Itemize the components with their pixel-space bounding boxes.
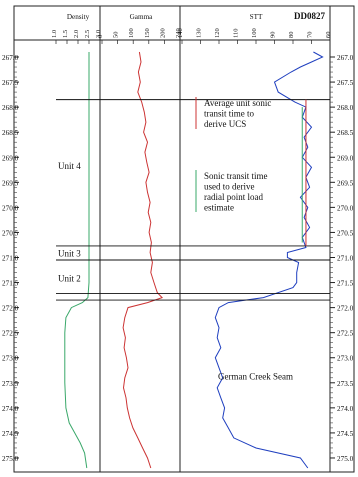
annotations: Unit 4 Unit 3 Unit 2 German Creek Seam (58, 161, 293, 382)
depth-tick-label-right: 269.5 (337, 179, 354, 187)
legend-text: Sonic transit time (204, 171, 268, 181)
depth-tick-label-right: 272.0 (337, 305, 354, 313)
track-tick-label: 110 (233, 28, 240, 38)
track-headers: Density 1.0 1.5 2.0 2.5 3.0 Gamma 0 50 100 150 200 2… (51, 13, 332, 44)
track-tick-label: 50 (113, 32, 120, 39)
depth-tick-label-right: 270.0 (337, 204, 354, 212)
track-name-stt: STT (250, 13, 263, 21)
legend-text: estimate (204, 203, 234, 213)
track-tick-label: 1.0 (51, 30, 58, 38)
depth-tick-label: 267.5 (2, 79, 19, 87)
track-tick-label: 3.0 (95, 30, 102, 38)
unit-label: Unit 2 (58, 274, 81, 284)
track-tick-label: 60 (325, 32, 332, 39)
depth-tick-label-right: 271.5 (337, 280, 354, 288)
track-tick-label: 90 (270, 32, 277, 39)
track-tick-label: 100 (251, 28, 258, 38)
reference-lines (56, 99, 330, 301)
track-tick-label: 80 (288, 32, 295, 39)
track-panels (13, 5, 355, 473)
depth-tick-label: 273.5 (2, 380, 19, 388)
track-tick-label: 200 (159, 28, 166, 38)
track-tick-label: 70 (307, 32, 314, 39)
legend-text: Average unit sonic (204, 98, 271, 108)
chart-title: DD0827 (294, 11, 325, 21)
chart-frame (13, 5, 331, 473)
depth-tick-label: 267.0 (2, 54, 19, 62)
unit-label: Unit 3 (58, 248, 81, 258)
track-tick-label: 0 (97, 35, 104, 38)
curve-stt (214, 51, 324, 469)
depth-tick-label: 268.5 (2, 129, 19, 137)
seam-label: German Creek Seam (218, 371, 293, 381)
track-tick-label: 2.5 (84, 30, 91, 38)
depth-tick-label: 271.5 (2, 280, 19, 288)
legend-text: radial point load (204, 192, 263, 202)
depth-tick-label: 275.0 (2, 455, 19, 463)
track-tick-label: 120 (214, 28, 221, 38)
depth-tick-label-right: 273.5 (337, 380, 354, 388)
unit-label: Unit 4 (58, 161, 81, 171)
legend-text: used to derive (204, 182, 254, 192)
legend-text: transit time to (204, 109, 254, 119)
track-tick-label: 100 (128, 28, 135, 38)
curve-gamma (122, 51, 164, 469)
depth-tick-label: 270.5 (2, 229, 19, 237)
depth-tick-label: 272.5 (2, 330, 19, 338)
track-tick-label: 2.0 (73, 30, 80, 38)
depth-tick-label: 271.0 (2, 254, 19, 262)
depth-tick-label: 274.5 (2, 430, 19, 438)
right-axis-frame (329, 5, 355, 473)
depth-axis: 267.0 267.0 267.5 267.5 268.0 268.0 268.5 268.5… (2, 54, 354, 463)
depth-tick-label-right: 271.0 (337, 254, 354, 262)
depth-tick-label: 268.0 (2, 104, 19, 112)
depth-tick-label-right: 274.5 (337, 430, 354, 438)
depth-tick-label-right: 267.5 (337, 79, 354, 87)
depth-tick-label-right: 268.0 (337, 104, 354, 112)
depth-tick-label: 273.0 (2, 355, 19, 363)
track-tick-label: 240 (175, 28, 182, 38)
depth-tick-label-right: 272.5 (337, 330, 354, 338)
depth-tick-label-right: 273.0 (337, 355, 354, 363)
depth-tick-label-right: 267.0 (337, 54, 354, 62)
depth-tick-label-right: 269.0 (337, 154, 354, 162)
legend-text: derive UCS (204, 119, 246, 129)
depth-tick-label-right: 274.0 (337, 405, 354, 413)
depth-tick-label-right: 275.0 (337, 455, 354, 463)
depth-tick-label: 269.5 (2, 179, 19, 187)
track-tick-label: 130 (196, 28, 203, 38)
track-tick-label: 150 (144, 28, 151, 38)
depth-tick-label: 272.0 (2, 305, 19, 313)
depth-tick-label-right: 270.5 (337, 229, 354, 237)
track-name-density: Density (67, 13, 90, 21)
track-name-gamma: Gamma (130, 13, 154, 21)
log-curves (64, 51, 324, 469)
depth-tick-label-right: 268.5 (337, 129, 354, 137)
depth-tick-label: 270.0 (2, 204, 19, 212)
curve-density (64, 52, 90, 469)
depth-tick-label: 269.0 (2, 154, 19, 162)
track-tick-label: 1.5 (62, 30, 69, 38)
depth-tick-label: 274.0 (2, 405, 19, 413)
track-tick-label: 140 (177, 28, 184, 38)
